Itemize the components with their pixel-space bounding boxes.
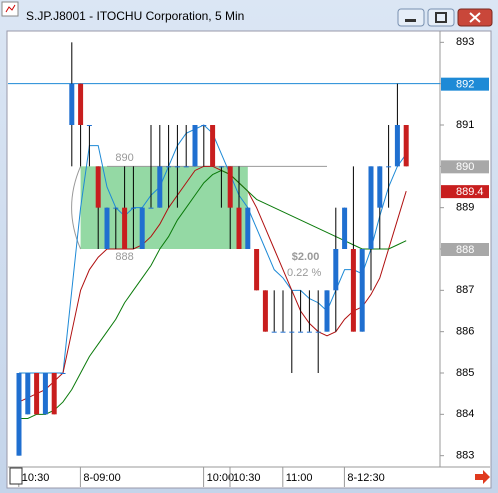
measure-percent: 0.22 %: [287, 267, 321, 279]
price-marker: [441, 160, 489, 174]
measure-change: $2.00: [292, 251, 320, 263]
price-marker: [441, 185, 489, 199]
y-tick-label: 887: [456, 284, 474, 296]
chart-panel: [6, 30, 492, 489]
app-icon: [1, 1, 19, 17]
y-tick-label: 884: [456, 408, 474, 420]
candle-body: [262, 290, 268, 332]
close-glyph: [469, 12, 481, 23]
candle-body: [403, 125, 409, 167]
candle-body: [386, 166, 392, 168]
maximize-button[interactable]: [427, 8, 455, 27]
candle-body: [306, 331, 312, 333]
maximize-glyph: [435, 12, 447, 23]
candle-body: [34, 373, 40, 415]
candle-body: [130, 207, 136, 209]
scroll-arrow[interactable]: [475, 470, 490, 484]
minimize-glyph: [405, 19, 416, 22]
y-tick-label: 883: [456, 450, 474, 462]
candle-body: [271, 331, 277, 333]
candle-body: [192, 125, 198, 167]
x-tick-label: 8-12:30: [347, 472, 384, 484]
y-tick-label: 891: [456, 119, 474, 131]
candle-body: [166, 166, 172, 168]
y-tick-label: 886: [456, 326, 474, 338]
measure-low-label: 888: [115, 251, 133, 263]
minimize-button[interactable]: [397, 8, 425, 27]
candle-body: [183, 166, 189, 168]
scroll-box[interactable]: [9, 467, 23, 485]
candle-body: [210, 125, 216, 167]
candle-body: [86, 125, 92, 126]
candle-body: [342, 207, 348, 249]
price-marker-label: 890: [456, 161, 474, 173]
candle-body: [122, 207, 128, 249]
candle-body: [227, 166, 233, 208]
app-icon-glyph: [5, 4, 16, 13]
candle-body: [368, 166, 374, 249]
price-marker-label: 889.4: [456, 186, 484, 198]
candle-body: [25, 373, 31, 415]
candle-body: [324, 290, 330, 332]
y-tick-label: 885: [456, 367, 474, 379]
candle-body: [245, 207, 251, 249]
candle-body: [104, 207, 110, 249]
candle-body: [174, 166, 180, 168]
candle-body: [350, 249, 356, 332]
x-tick-label: 10:30: [22, 472, 50, 484]
candle-body: [394, 125, 400, 167]
candle-body: [289, 331, 295, 333]
candle-body: [280, 331, 286, 333]
candle-body: [315, 331, 321, 333]
candle-body: [42, 373, 48, 415]
candle-body: [139, 207, 145, 249]
price-marker-label: 888: [456, 244, 474, 256]
candle-body: [78, 83, 84, 125]
moving-average: [19, 169, 407, 419]
candle-body: [201, 125, 207, 126]
price-marker: [441, 77, 489, 91]
x-tick-label: 11:00: [286, 472, 313, 484]
x-tick-label: 8-09:00: [83, 472, 120, 484]
x-tick-label: 10:00: [207, 472, 235, 484]
price-marker-label: 892: [456, 79, 474, 91]
candle-body: [148, 207, 154, 209]
candle-body: [377, 166, 383, 208]
candle-body: [157, 166, 163, 208]
candle-body: [51, 373, 57, 415]
candle-body: [359, 249, 365, 332]
window-title: S.JP.J8001 - ITOCHU Corporation, 5 Min: [26, 9, 244, 23]
candle-body: [254, 249, 260, 291]
candle-body: [113, 207, 119, 209]
candle-body: [60, 373, 66, 374]
y-tick-label: 893: [456, 36, 474, 48]
candle-body: [95, 166, 101, 208]
y-tick-label: 889: [456, 202, 474, 214]
candle-body: [333, 249, 339, 291]
candle-body: [218, 166, 224, 168]
candle-body: [236, 207, 242, 249]
price-marker: [441, 243, 489, 256]
candle-body: [69, 83, 75, 125]
x-tick-label: 10:30: [233, 472, 261, 484]
measure-high-label: 890: [115, 152, 133, 164]
candle-body: [298, 331, 304, 333]
candle-body: [16, 373, 22, 456]
